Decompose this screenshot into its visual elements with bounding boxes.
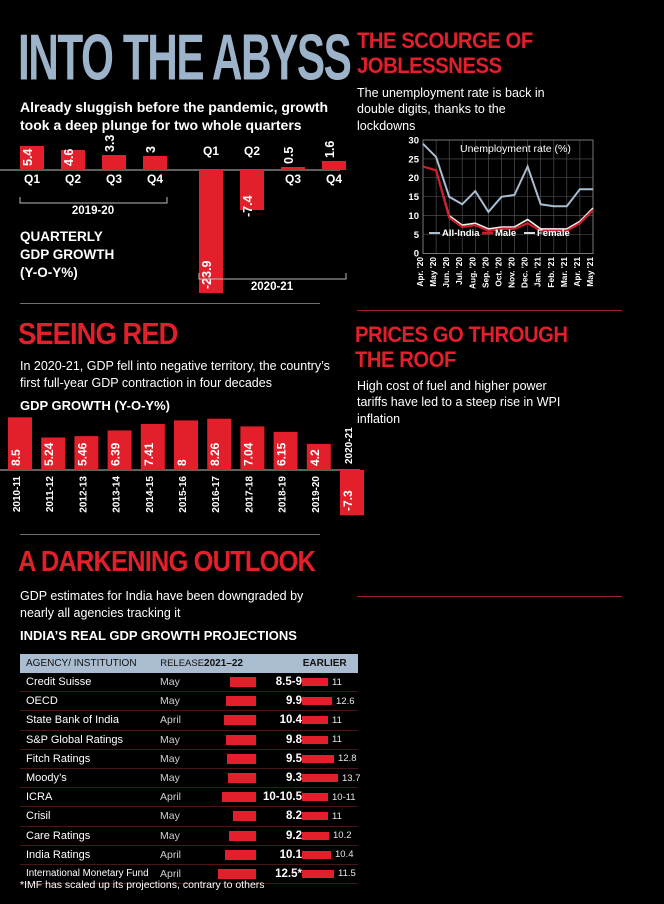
svg-text:Q4: Q4 (147, 172, 163, 186)
svg-text:Feb. '21: Feb. '21 (546, 257, 556, 288)
svg-text:-23.9: -23.9 (200, 260, 214, 289)
svg-text:Q3: Q3 (285, 172, 301, 186)
svg-text:2013-14: 2013-14 (112, 476, 123, 513)
svg-text:All-India: All-India (442, 228, 480, 239)
svg-text:7.04: 7.04 (241, 442, 255, 466)
svg-text:8: 8 (175, 459, 189, 466)
svg-text:0.5: 0.5 (282, 147, 296, 164)
svg-text:Q1: Q1 (203, 144, 219, 158)
svg-text:Dec. '20: Dec. '20 (520, 257, 530, 288)
svg-text:20: 20 (408, 173, 419, 184)
svg-text:7.41: 7.41 (142, 442, 156, 466)
svg-text:8.26: 8.26 (208, 442, 222, 466)
svg-text:Apr. '20: Apr. '20 (415, 257, 425, 287)
svg-text:Jan. '21: Jan. '21 (533, 257, 543, 287)
svg-text:6.15: 6.15 (275, 442, 289, 466)
svg-text:5.24: 5.24 (42, 442, 56, 466)
svg-text:8.5: 8.5 (9, 449, 23, 466)
svg-text:2010-11: 2010-11 (12, 476, 23, 513)
svg-text:Apr. '21: Apr. '21 (572, 257, 582, 287)
svg-text:Oct. '20: Oct. '20 (494, 257, 504, 287)
svg-text:2012-13: 2012-13 (78, 476, 89, 513)
svg-text:25: 25 (408, 154, 419, 165)
svg-text:May '21: May '21 (585, 257, 595, 287)
svg-text:2020-21: 2020-21 (251, 281, 294, 293)
svg-text:Female: Female (537, 228, 570, 239)
svg-text:4.6: 4.6 (62, 149, 76, 166)
svg-text:5: 5 (414, 230, 420, 241)
svg-text:-7.4: -7.4 (241, 195, 255, 217)
svg-text:Q2: Q2 (244, 144, 260, 158)
svg-text:4.2: 4.2 (308, 449, 322, 466)
svg-text:Q3: Q3 (106, 172, 122, 186)
svg-text:2016-17: 2016-17 (211, 476, 222, 513)
svg-text:Jul. '20: Jul. '20 (454, 257, 464, 285)
svg-text:5.46: 5.46 (75, 442, 89, 466)
svg-text:2019-20: 2019-20 (72, 205, 114, 217)
svg-text:2011-12: 2011-12 (45, 476, 56, 513)
svg-text:May '20: May '20 (428, 257, 438, 287)
svg-text:Q1: Q1 (24, 172, 40, 186)
svg-text:Mar. '21: Mar. '21 (559, 257, 569, 287)
svg-text:Nov. '20: Nov. '20 (507, 257, 517, 288)
svg-text:30: 30 (408, 136, 419, 147)
svg-text:2017-18: 2017-18 (244, 476, 255, 513)
svg-text:Aug. '20: Aug. '20 (467, 257, 477, 289)
svg-text:Jun. '20: Jun. '20 (441, 257, 451, 288)
svg-text:6.39: 6.39 (109, 442, 123, 466)
svg-text:Male: Male (495, 228, 516, 239)
svg-text:15: 15 (408, 192, 419, 203)
svg-text:5.4: 5.4 (21, 149, 35, 166)
svg-text:3: 3 (144, 146, 158, 153)
svg-text:3.3: 3.3 (103, 135, 117, 152)
svg-text:2019-20: 2019-20 (311, 476, 322, 513)
svg-text:10: 10 (408, 211, 419, 222)
svg-text:Q2: Q2 (65, 172, 81, 186)
svg-text:Unemployment rate (%): Unemployment rate (%) (460, 143, 571, 155)
svg-text:Sep. '20: Sep. '20 (480, 257, 490, 288)
svg-text:2018-19: 2018-19 (278, 476, 289, 513)
svg-text:2014-15: 2014-15 (145, 476, 156, 513)
svg-text:2015-16: 2015-16 (178, 476, 189, 513)
